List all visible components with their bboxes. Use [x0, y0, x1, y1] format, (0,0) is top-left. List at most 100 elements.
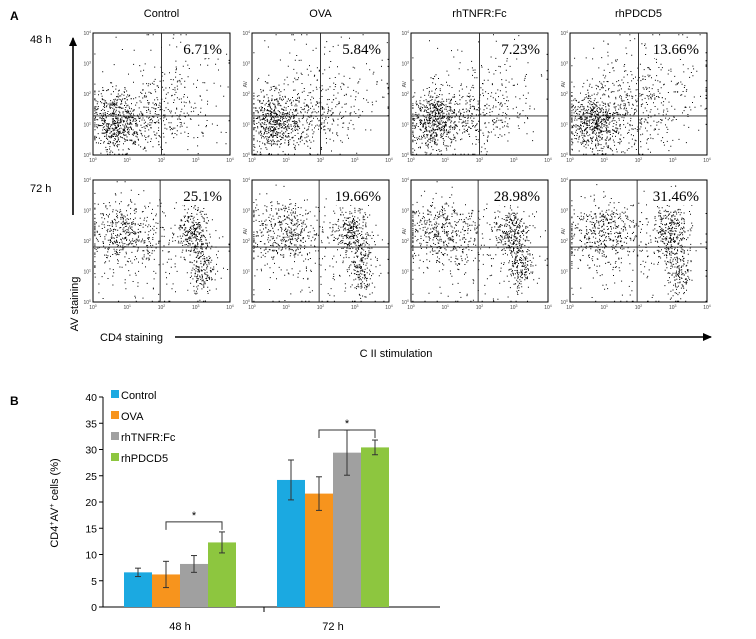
condition-headers: Control OVA rhTNFR:Fc rhPDCD5: [144, 8, 662, 20]
flow-y-tick: 104: [401, 30, 409, 37]
flow-y-tick: 104: [560, 30, 568, 37]
percent-backing: [341, 40, 384, 58]
flow-y-tick: 100: [83, 152, 91, 159]
flow-y-axis-label: AV: [402, 80, 408, 87]
flow-y-tick: 102: [83, 91, 91, 98]
bar-OVA-72 h: [305, 493, 333, 607]
flow-x-tick: 100: [248, 304, 256, 311]
flow-y-tick: 101: [401, 269, 409, 276]
flow-events: [412, 34, 548, 155]
quadrant-percent-r0-c0: 6.71%: [183, 42, 222, 58]
panel-b-label: B: [10, 394, 19, 408]
significance-bracket: [318, 429, 376, 439]
flow-y-tick: 103: [83, 61, 91, 68]
flow-x-tick: 102: [158, 304, 166, 311]
bar-Control-72 h: [277, 479, 305, 607]
flow-y-tick: 102: [242, 91, 250, 98]
flow-x-tick: 104: [226, 304, 234, 311]
flow-x-tick: 102: [635, 157, 643, 164]
flow-x-tick: 103: [192, 304, 200, 311]
flow-y-tick: 100: [560, 152, 568, 159]
flow-x-tick: 102: [317, 304, 325, 311]
y-tick-label: 10: [85, 550, 97, 562]
y-tick-label: 25: [85, 471, 97, 483]
quadrant-percent-r0-c1: 5.84%: [342, 42, 381, 58]
panel-a-label: A: [10, 9, 19, 23]
bar-rhTNFR:Fc-72 h: [333, 452, 361, 607]
flow-events: [253, 34, 389, 155]
flow-y-tick: 104: [83, 30, 91, 37]
flow-y-tick: 104: [560, 177, 568, 184]
legend-label: Control: [121, 390, 156, 402]
flow-plots: 6.71%1001001011011021021031031041045.84%…: [83, 30, 710, 311]
flow-x-tick: 101: [600, 304, 608, 311]
x-category-label: 48 h: [169, 621, 190, 633]
flow-x-tick: 101: [441, 157, 449, 164]
flow-y-axis-label: AV: [561, 227, 567, 234]
condition-header-2: rhTNFR:Fc: [452, 8, 507, 20]
flow-y-tick: 101: [83, 122, 91, 129]
bar-Control-48 h: [124, 572, 152, 607]
quadrant-percent-r1-c0: 25.1%: [183, 189, 222, 205]
quadrant-percent-r1-c3: 31.46%: [653, 189, 699, 205]
flow-y-tick: 103: [242, 208, 250, 215]
flow-y-tick: 104: [242, 30, 250, 37]
y-tick-label: 15: [85, 523, 97, 535]
legend-swatch: [111, 411, 119, 419]
flow-y-tick: 100: [83, 299, 91, 306]
flow-x-tick: 102: [476, 157, 484, 164]
flow-x-tick: 103: [192, 157, 200, 164]
flow-x-tick: 104: [544, 304, 552, 311]
flow-x-tick: 102: [317, 157, 325, 164]
flow-y-tick: 102: [560, 238, 568, 245]
flow-x-tick: 103: [669, 304, 677, 311]
flow-y-tick: 100: [242, 152, 250, 159]
y-tick-label: 40: [85, 392, 97, 404]
flow-y-axis-label: AV: [243, 227, 249, 234]
y-tick-label: 20: [85, 497, 97, 509]
timepoint-48h-label: 48 h: [30, 34, 51, 46]
y-tick-label: 0: [91, 602, 97, 614]
flow-y-axis-label: AV: [243, 80, 249, 87]
legend-label: rhPDCD5: [121, 453, 168, 465]
flow-x-tick: 104: [385, 304, 393, 311]
flow-x-tick: 104: [544, 157, 552, 164]
flow-x-tick: 101: [441, 304, 449, 311]
flow-y-tick: 101: [560, 122, 568, 129]
condition-header-0: Control: [144, 8, 179, 20]
flow-y-tick: 102: [401, 238, 409, 245]
stimulation-label: C II stimulation: [360, 348, 433, 360]
legend-label: rhTNFR:Fc: [121, 432, 176, 444]
flow-y-tick: 100: [401, 299, 409, 306]
bar-legend: Control OVA rhTNFR:Fc rhPDCD5: [111, 390, 176, 465]
flow-y-tick: 101: [560, 269, 568, 276]
flow-y-tick: 102: [560, 91, 568, 98]
percent-backing: [182, 40, 225, 58]
flow-y-tick: 104: [83, 177, 91, 184]
flow-events: [94, 34, 230, 155]
flow-y-tick: 101: [83, 269, 91, 276]
flow-y-tick: 102: [83, 238, 91, 245]
flow-x-tick: 100: [566, 157, 574, 164]
flow-events: [571, 34, 707, 155]
flow-x-tick: 103: [510, 157, 518, 164]
flow-x-tick: 102: [476, 304, 484, 311]
percent-backing: [333, 187, 384, 205]
flow-y-tick: 100: [242, 299, 250, 306]
flow-y-axis-label: AV: [402, 227, 408, 234]
timepoint-72h-label: 72 h: [30, 183, 51, 195]
flow-y-tick: 103: [401, 61, 409, 68]
flow-x-tick: 101: [600, 157, 608, 164]
cd4-staining-label: CD4 staining: [100, 332, 163, 344]
flow-x-tick: 100: [407, 157, 415, 164]
bar-y-axis-label: CD4+AV+ cells (%): [49, 458, 61, 547]
flow-y-tick: 103: [560, 61, 568, 68]
